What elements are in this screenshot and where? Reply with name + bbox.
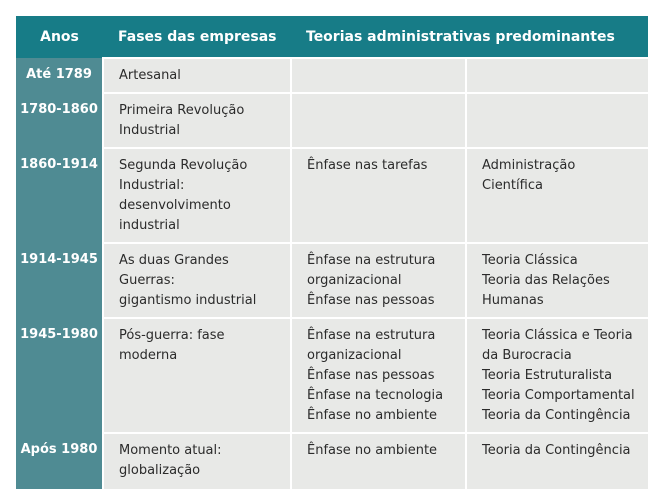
header-theories: Teorias administrativas predominantes xyxy=(291,16,648,58)
theories-line: Teoria das Relações xyxy=(482,273,610,288)
year-cell: 1914-1945 xyxy=(16,243,103,318)
phase-line: gigantismo industrial xyxy=(119,293,257,308)
table-row: 1945-1980 Pós-guerra: fase moderna Ênfase … xyxy=(16,317,648,433)
emphasis-line: Ênfase no ambiente xyxy=(307,443,438,458)
year-cell: Após 1980 xyxy=(16,433,103,489)
phase-line: globalização xyxy=(119,463,201,478)
emphasis-cell xyxy=(290,92,466,148)
phase-line: Industrial: xyxy=(119,178,185,193)
table-row: 1914-1945 As duas Grandes Guerras: giganti… xyxy=(16,242,648,318)
theories-line: Teoria da Contingência xyxy=(482,408,631,423)
emphasis-line: organizacional xyxy=(307,273,402,288)
phase-cell: Primeira Revolução Industrial xyxy=(102,92,291,148)
theories-cell: Administração Científica xyxy=(465,147,648,243)
emphasis-cell: Ênfase no ambiente xyxy=(290,432,466,489)
phase-line: industrial xyxy=(119,218,180,233)
emphasis-cell xyxy=(290,57,466,93)
theories-cell: Teoria da Contingência xyxy=(465,432,648,489)
theories-cell: Teoria Clássica Teoria das Relações Humana… xyxy=(465,242,648,318)
theories-line: Administração Científica xyxy=(482,158,576,193)
phase-cell: Artesanal xyxy=(102,57,291,93)
theories-line: da Burocracia xyxy=(482,348,572,363)
emphasis-line: organizacional xyxy=(307,348,402,363)
emphasis-cell: Ênfase na estrutura organizacional Ênfase … xyxy=(290,242,466,318)
table-row: Até 1789 Artesanal xyxy=(16,57,648,93)
management-theories-table: Anos Fases das empresas Teorias administ… xyxy=(16,16,648,489)
year-cell: 1945-1980 xyxy=(16,318,103,433)
year-cell: Até 1789 xyxy=(16,58,103,93)
emphasis-line: Ênfase nas tarefas xyxy=(307,158,428,173)
theories-line: Teoria Clássica xyxy=(482,253,578,268)
year-cell: 1860-1914 xyxy=(16,148,103,243)
phase-line: Primeira Revolução xyxy=(119,103,245,118)
emphasis-cell: Ênfase na estrutura organizacional Ênfase … xyxy=(290,317,466,433)
theories-line: Teoria Estruturalista xyxy=(482,368,613,383)
phase-line: Industrial xyxy=(119,123,180,138)
phase-line: Artesanal xyxy=(119,68,181,83)
year-cell: 1780-1860 xyxy=(16,93,103,148)
table-row: Após 1980 Momento atual: globalização Ênfas… xyxy=(16,432,648,489)
header-phases: Fases das empresas xyxy=(103,16,291,58)
theories-cell: Teoria Clássica e Teoria da Burocracia Teo… xyxy=(465,317,648,433)
phase-cell: Pós-guerra: fase moderna xyxy=(102,317,291,433)
theories-line: Teoria Comportamental xyxy=(482,388,635,403)
phase-line: desenvolvimento xyxy=(119,198,231,213)
phase-cell: As duas Grandes Guerras: gigantismo indus… xyxy=(102,242,291,318)
emphasis-line: Ênfase na estrutura xyxy=(307,253,436,268)
emphasis-line: Ênfase no ambiente xyxy=(307,408,438,423)
phase-cell: Segunda Revolução Industrial: desenvolvime… xyxy=(102,147,291,243)
table-row: 1860-1914 Segunda Revolução Industrial: des… xyxy=(16,147,648,243)
header-row: Anos Fases das empresas Teorias administ… xyxy=(16,16,648,58)
emphasis-line: Ênfase na tecnologia xyxy=(307,388,444,403)
theories-cell xyxy=(465,92,648,148)
phase-line: As duas Grandes Guerras: xyxy=(119,253,229,288)
theories-line: Humanas xyxy=(482,293,544,308)
phase-cell: Momento atual: globalização xyxy=(102,432,291,489)
emphasis-cell: Ênfase nas tarefas xyxy=(290,147,466,243)
phase-line: Segunda Revolução xyxy=(119,158,248,173)
emphasis-line: Ênfase nas pessoas xyxy=(307,368,435,383)
phase-line: Pós-guerra: fase moderna xyxy=(119,328,225,363)
emphasis-line: Ênfase nas pessoas xyxy=(307,293,435,308)
emphasis-line: Ênfase na estrutura xyxy=(307,328,436,343)
theories-cell xyxy=(465,57,648,93)
header-years: Anos xyxy=(16,16,103,58)
theories-line: Teoria Clássica e Teoria xyxy=(482,328,633,343)
phase-line: Momento atual: xyxy=(119,443,222,458)
table-row: 1780-1860 Primeira Revolução Industrial xyxy=(16,92,648,148)
theories-line: Teoria da Contingência xyxy=(482,443,631,458)
